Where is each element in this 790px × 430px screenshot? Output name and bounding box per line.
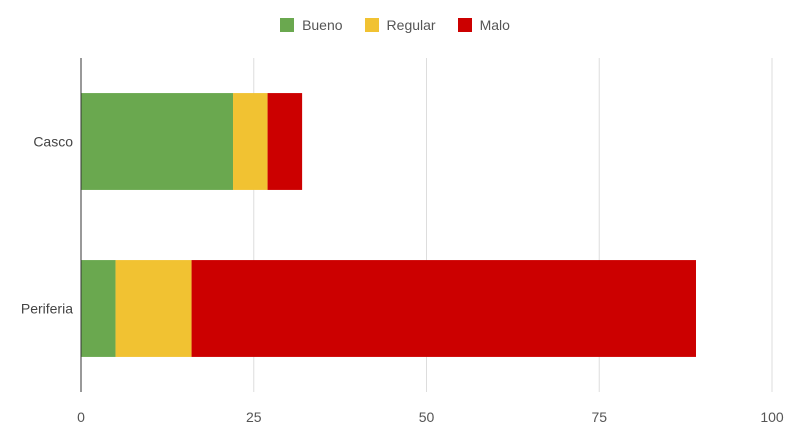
x-tick-label-100: 100 [760, 409, 784, 425]
x-tick-label-0: 0 [77, 409, 85, 425]
legend: Bueno Regular Malo [0, 14, 790, 36]
legend-item-bueno[interactable]: Bueno [280, 17, 343, 33]
legend-swatch-regular [364, 18, 379, 32]
category-label-periferia: Periferia [21, 301, 73, 317]
legend-label-malo: Malo [479, 17, 510, 33]
legend-swatch-bueno [280, 18, 295, 32]
category-label-casco: Casco [33, 134, 73, 150]
legend-swatch-malo [457, 18, 472, 32]
x-tick-labels: 0 25 50 75 100 [77, 409, 784, 425]
bars [81, 93, 696, 357]
bar-casco-regular[interactable] [233, 93, 268, 190]
legend-item-malo[interactable]: Malo [457, 17, 510, 33]
bar-periferia-malo[interactable] [191, 260, 696, 357]
legend-label-bueno: Bueno [302, 17, 343, 33]
x-tick-label-25: 25 [246, 409, 262, 425]
legend-item-regular[interactable]: Regular [364, 17, 436, 33]
category-labels: Casco Periferia [21, 134, 73, 317]
bar-periferia-regular[interactable] [115, 260, 192, 357]
x-tick-label-50: 50 [419, 409, 435, 425]
bar-periferia-bueno[interactable] [81, 260, 116, 357]
legend-label-regular: Regular [386, 17, 436, 33]
bar-casco-malo[interactable] [267, 93, 303, 190]
x-tick-label-75: 75 [591, 409, 607, 425]
bar-casco-bueno[interactable] [81, 93, 234, 190]
